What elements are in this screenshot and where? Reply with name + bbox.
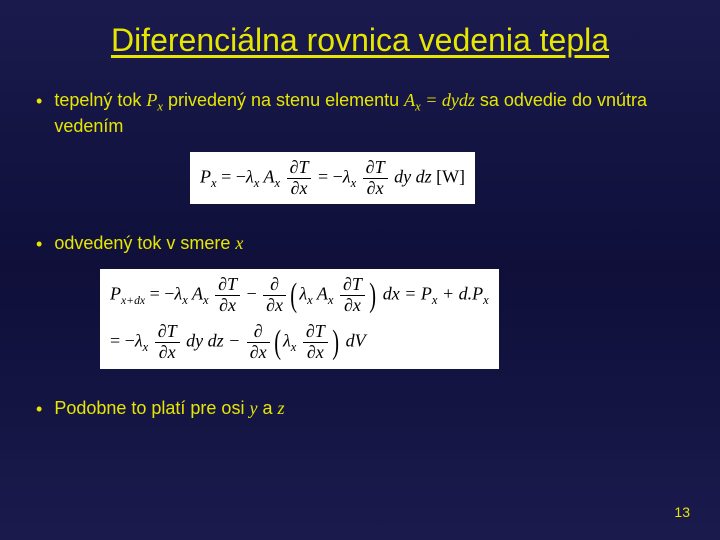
bullet-3: • Podobne to platí pre osi y a z	[0, 397, 720, 420]
bullet-dot: •	[36, 399, 42, 420]
equation-2-wrap: Px+dx = −λx Ax ∂T∂x − ∂∂x(λx Ax ∂T∂x) dx…	[100, 269, 720, 368]
equation-1: Px = −λx Ax ∂T∂x = −λx ∂T∂x dy dz [W]	[190, 152, 475, 205]
equation-2: Px+dx = −λx Ax ∂T∂x − ∂∂x(λx Ax ∂T∂x) dx…	[100, 269, 499, 368]
bullet-dot: •	[36, 234, 42, 255]
bullet-2-text: odvedený tok v smere x	[54, 232, 243, 255]
bullet-3-text: Podobne to platí pre osi y a z	[54, 397, 284, 420]
bullet-1: • tepelný tok Px privedený na stenu elem…	[0, 89, 720, 138]
bullet-2: • odvedený tok v smere x	[0, 232, 720, 255]
bullet-1-text: tepelný tok Px privedený na stenu elemen…	[54, 89, 700, 138]
bullet-dot: •	[36, 91, 42, 112]
equation-1-wrap: Px = −λx Ax ∂T∂x = −λx ∂T∂x dy dz [W]	[190, 152, 720, 205]
page-number: 13	[674, 504, 690, 520]
page-title: Diferenciálna rovnica vedenia tepla	[0, 0, 720, 89]
